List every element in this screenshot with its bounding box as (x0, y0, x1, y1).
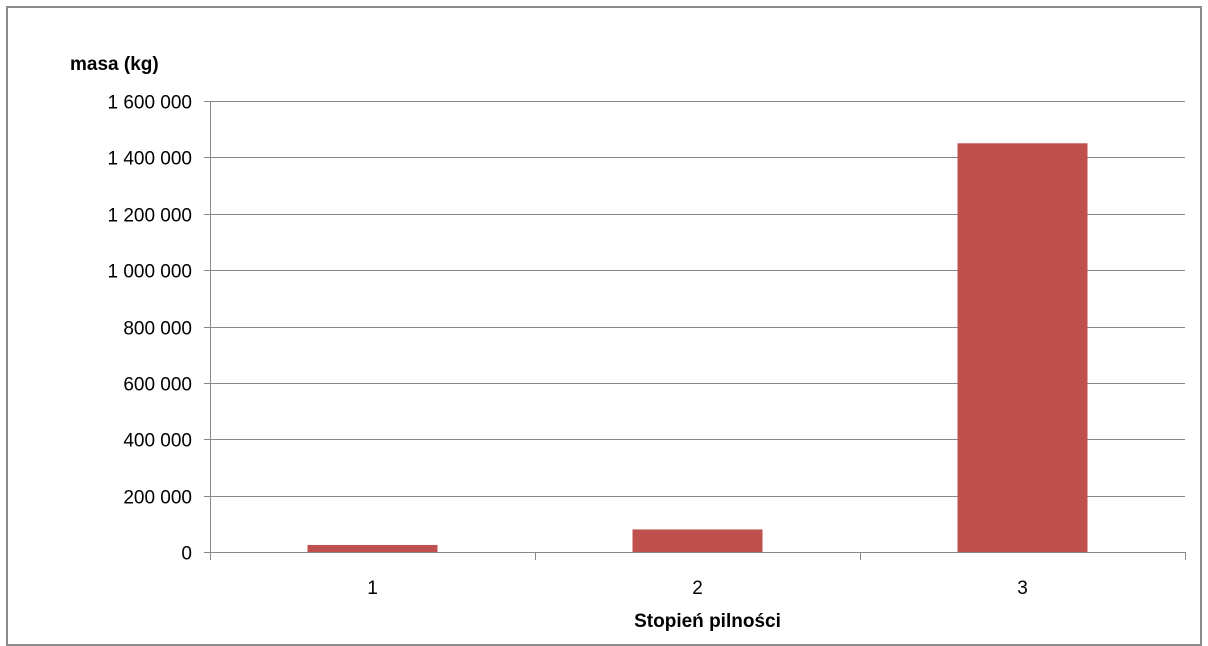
labels: 0 200 000 400 000 600 000 800 000 1 000 000 1 … (107, 93, 1027, 600)
y-tick-label: 600 000 (123, 375, 192, 396)
x-tick-label: 2 (692, 578, 703, 599)
y-tick-label: 800 000 (123, 319, 192, 340)
y-tick-label: 1 000 000 (107, 262, 192, 283)
axes (204, 101, 1186, 560)
bar-3 (957, 143, 1088, 552)
y-tick-label: 1 600 000 (107, 93, 192, 114)
bar-2 (632, 529, 763, 552)
bar-1 (307, 544, 438, 552)
x-tick-label: 3 (1017, 578, 1028, 599)
y-tick-label: 200 000 (123, 488, 192, 509)
y-tick-label: 1 200 000 (107, 206, 192, 227)
y-tick-label: 1 400 000 (107, 149, 192, 170)
y-tick-label: 400 000 (123, 431, 192, 452)
bars (307, 143, 1088, 552)
y-axis-title: masa (kg) (70, 54, 159, 75)
x-axis-title: Stopień pilności (634, 611, 781, 632)
y-tick-label: 0 (181, 544, 192, 565)
x-tick-label: 1 (367, 578, 378, 599)
